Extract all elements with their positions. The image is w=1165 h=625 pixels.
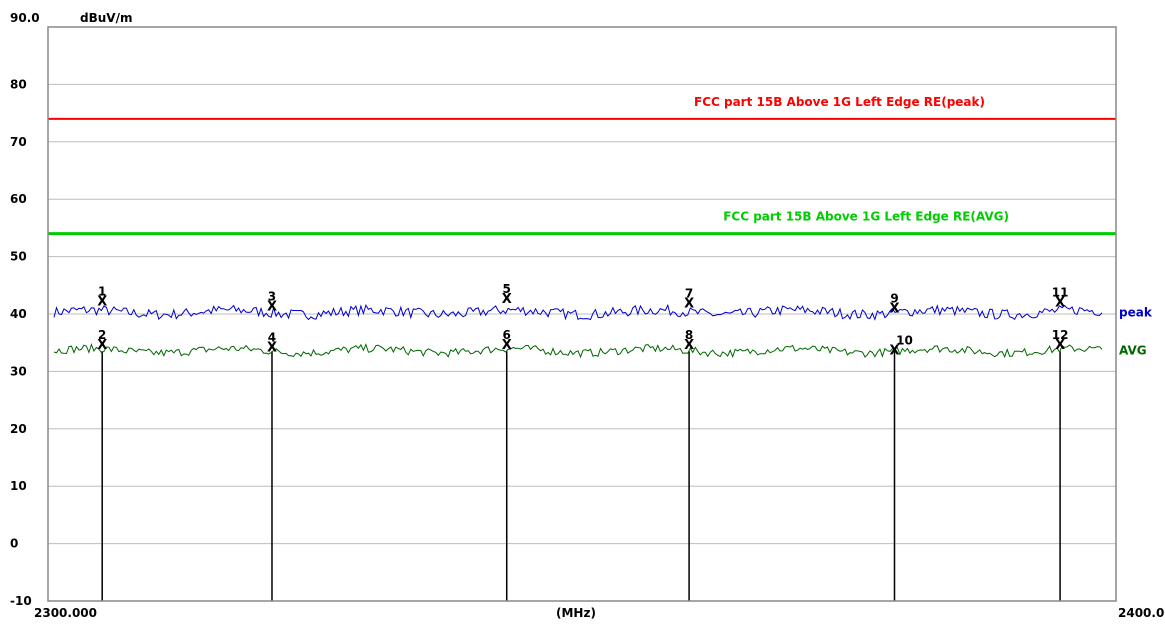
series-label-avg: AVG (1119, 344, 1147, 358)
marker-number: 12 (1052, 328, 1069, 342)
marker-glyph: X (502, 292, 512, 307)
marker-number: 8 (685, 328, 693, 342)
marker-number: 6 (503, 328, 511, 342)
limit-lines: FCC part 15B Above 1G Left Edge RE(peak)… (48, 95, 1116, 236)
y-tick-label: 10 (10, 479, 27, 493)
y-tick-label: 60 (10, 192, 27, 206)
marker-number: 11 (1052, 286, 1069, 300)
marker-glyph: X (889, 344, 899, 359)
marker-glyph: X (502, 338, 512, 353)
marker-glyph: X (267, 340, 277, 355)
marker-glyph: X (267, 300, 277, 315)
y-tick-label: 30 (10, 364, 27, 378)
plot-frame (47, 26, 1117, 602)
y-axis-title: dBuV/m (80, 11, 132, 25)
x-start-label: 2300.000 (34, 606, 97, 620)
series-line-peak (53, 303, 1103, 321)
series-lines: peak AVG (53, 303, 1153, 359)
marker-glyph: X (1055, 296, 1065, 311)
y-tick-label: 50 (10, 250, 27, 264)
marker-number: 3 (268, 290, 276, 304)
grid (48, 83, 1116, 545)
y-tick-label: 20 (10, 422, 27, 436)
marker-glyph: X (97, 294, 107, 309)
marker-number: 5 (503, 282, 511, 296)
marker-number: 9 (890, 291, 898, 305)
y-tick-label: 70 (10, 135, 27, 149)
y-axis-top-label: 90.0 (10, 11, 40, 25)
marker-glyph: X (1055, 338, 1065, 353)
series-label-peak: peak (1119, 305, 1153, 319)
marker-glyph: X (889, 301, 899, 316)
series-line-avg (53, 342, 1103, 359)
marker-number: 2 (98, 328, 106, 342)
y-tick-label: 40 (10, 307, 27, 321)
limit-label: FCC part 15B Above 1G Left Edge RE(AVG) (723, 210, 1009, 224)
marker-number: 4 (268, 330, 276, 344)
x-end-label: 2400.0 (1118, 606, 1164, 620)
marker-glyph: X (684, 297, 694, 312)
marker-glyph: X (97, 338, 107, 353)
marker-lines (101, 351, 1061, 601)
y-axis-labels: 80 70 60 50 40 30 20 10 0 -10 (10, 77, 32, 608)
marker-number: 1 (98, 284, 106, 298)
limit-label: FCC part 15B Above 1G Left Edge RE(peak) (694, 95, 985, 109)
marker-number: 7 (685, 287, 693, 301)
x-axis-title: (MHz) (556, 606, 596, 620)
y-tick-label: 80 (10, 77, 27, 91)
y-tick-label: -10 (10, 594, 32, 608)
marker-number: 10 (896, 334, 913, 348)
y-tick-label: 0 (10, 537, 18, 551)
marker-glyph: X (684, 338, 694, 353)
